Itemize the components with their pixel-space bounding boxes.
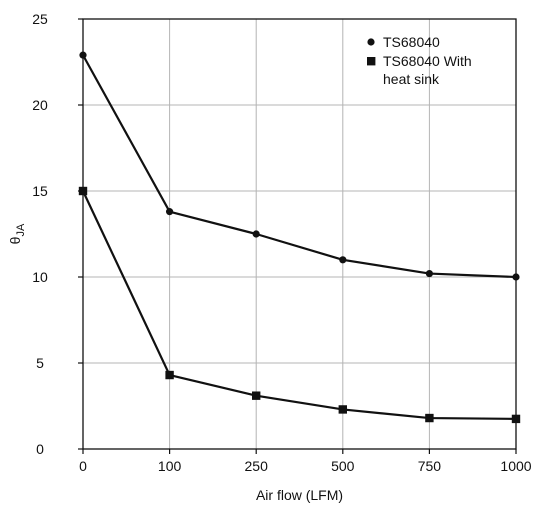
legend-label-heat-sink-line2: heat sink [383,71,440,87]
data-point-square [78,186,88,196]
plot-area-frame [82,18,517,450]
grid [83,19,516,449]
x-tick-label: 500 [331,458,355,474]
legend: TS68040 TS68040 With heat sink [367,34,472,87]
legend-label-ts68040: TS68040 [383,34,440,50]
x-tick-label: 750 [418,458,442,474]
legend-marker-square [367,57,376,66]
y-tick-label: 5 [36,355,44,371]
y-tick-label: 0 [36,441,44,457]
legend-label-heat-sink-line1: TS68040 With [383,53,472,69]
data-point-circle [512,273,520,281]
data-point-circle [425,269,433,278]
y-tick-label: 15 [32,183,48,199]
y-tick-label: 20 [32,97,48,113]
x-tick-label: 100 [158,458,182,474]
y-tick-label: 10 [32,269,48,285]
data-point-circle [79,51,87,59]
y-tick-label: 25 [32,11,48,27]
x-tick-label: 0 [79,458,87,474]
data-point-square [165,370,174,380]
y-axis-title-subscript: JA [15,223,27,237]
y-axis-title: θJA [7,223,27,244]
data-point-square [252,391,261,400]
data-point-square [511,414,521,424]
series-line-ts68040-heat-sink [82,190,517,420]
data-point-square [425,413,434,423]
data-point-circle [252,230,260,238]
legend-marker-circle [367,38,375,46]
data-point-circle [339,256,347,264]
series-line-ts68040 [82,54,517,279]
y-axis-title-main: θ [7,236,23,244]
x-tick-label: 1000 [500,458,531,474]
y-axis-ticks: 0 5 10 15 20 25 [32,11,83,457]
x-axis-ticks: 0 100 250 500 750 1000 [79,449,532,474]
series-layer [78,51,521,424]
x-tick-label: 250 [245,458,269,474]
data-point-circle [166,208,174,216]
data-point-square [338,405,347,414]
x-axis-title: Air flow (LFM) [256,487,343,503]
